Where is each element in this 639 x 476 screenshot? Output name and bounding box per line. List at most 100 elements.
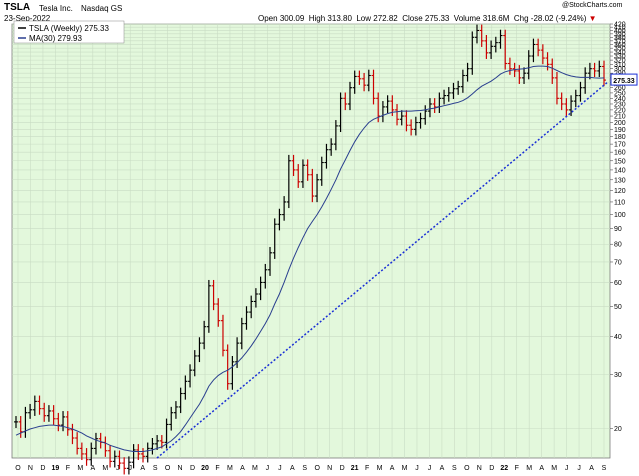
x-month-label: F <box>365 465 369 472</box>
y-tick-label: 210 <box>614 114 626 121</box>
x-year-label: 22 <box>500 465 508 472</box>
x-month-label: A <box>90 465 95 472</box>
open-label: Open <box>258 14 278 23</box>
y-tick-label: 260 <box>614 85 626 92</box>
y-tick-label: 190 <box>614 127 626 134</box>
y-tick-label: 120 <box>614 188 626 195</box>
x-month-label: D <box>190 465 195 472</box>
y-tick-label: 100 <box>614 212 626 219</box>
x-month-label: A <box>440 465 445 472</box>
y-tick-label: 240 <box>614 96 626 103</box>
x-month-label: J <box>415 465 419 472</box>
y-tick-label: 80 <box>614 242 622 249</box>
y-tick-label: 70 <box>614 259 622 266</box>
x-month-label: J <box>278 465 282 472</box>
y-tick-label: 140 <box>614 167 626 174</box>
y-tick-label: 350 <box>614 46 626 53</box>
x-month-label: O <box>15 465 21 472</box>
chg-value: -28.02 (-9.24%) <box>530 14 587 23</box>
x-month-label: J <box>128 465 132 472</box>
y-tick-label: 90 <box>614 226 622 233</box>
low-value: 272.82 <box>373 14 398 23</box>
y-tick-label: 340 <box>614 50 626 57</box>
x-month-label: N <box>28 465 33 472</box>
y-tick-label: 20 <box>614 426 622 433</box>
down-arrow-icon: ▼ <box>588 14 597 23</box>
chart-date: 23-Sep-2022 <box>4 14 51 23</box>
x-year-label: 20 <box>201 465 209 472</box>
y-tick-label: 200 <box>614 120 626 127</box>
x-month-label: O <box>464 465 470 472</box>
x-month-label: D <box>40 465 45 472</box>
y-tick-label: 230 <box>614 101 626 108</box>
x-month-label: N <box>178 465 183 472</box>
ticker-symbol: TSLA <box>4 2 31 13</box>
y-tick-label: 390 <box>614 31 626 38</box>
close-value: 275.33 <box>424 14 450 23</box>
y-tick-label: 160 <box>614 150 626 157</box>
x-year-label: 21 <box>351 465 359 472</box>
volume-label: Volume <box>453 14 481 23</box>
x-month-label: M <box>102 465 108 472</box>
x-month-label: J <box>577 465 581 472</box>
x-month-label: A <box>240 465 245 472</box>
y-tick-label: 360 <box>614 42 626 49</box>
y-tick-label: 30 <box>614 372 622 379</box>
x-month-label: F <box>66 465 70 472</box>
y-tick-label: 300 <box>614 66 626 73</box>
x-month-label: J <box>428 465 432 472</box>
price-tag-label: 275.33 <box>613 78 635 85</box>
close-label: Close <box>402 14 423 23</box>
legend-price-label: TSLA (Weekly) 275.33 <box>29 24 109 33</box>
x-month-label: S <box>452 465 457 472</box>
y-tick-label: 170 <box>614 142 626 149</box>
x-month-label: O <box>165 465 171 472</box>
legend-ma-label: MA(30) 279.93 <box>29 34 82 43</box>
y-tick-label: 370 <box>614 38 626 45</box>
y-tick-label: 410 <box>614 25 626 32</box>
x-month-label: M <box>526 465 532 472</box>
x-month-label: J <box>565 465 569 472</box>
x-month-label: M <box>377 465 383 472</box>
y-tick-label: 380 <box>614 35 626 42</box>
volume-value: 318.6M <box>482 14 510 23</box>
x-month-label: F <box>515 465 519 472</box>
x-year-label: 19 <box>52 465 60 472</box>
y-tick-label: 40 <box>614 334 622 341</box>
high-value: 313.80 <box>327 14 352 23</box>
x-month-label: M <box>227 465 233 472</box>
y-tick-label: 330 <box>614 54 626 61</box>
high-label: High <box>308 14 326 23</box>
watermark: @StockCharts.com <box>562 2 623 9</box>
y-tick-label: 220 <box>614 107 626 114</box>
x-month-label: M <box>402 465 408 472</box>
x-month-label: M <box>551 465 557 472</box>
x-month-label: M <box>252 465 258 472</box>
y-tick-label: 310 <box>614 62 626 69</box>
x-month-label: J <box>116 465 120 472</box>
y-tick-label: 250 <box>614 90 626 97</box>
x-month-label: A <box>390 465 395 472</box>
low-label: Low <box>356 14 372 23</box>
plot-area <box>11 23 611 459</box>
y-tick-label: 50 <box>614 304 622 311</box>
legend-box <box>13 20 125 44</box>
x-month-label: A <box>539 465 544 472</box>
x-month-label: A <box>140 465 145 472</box>
exchange-name: Nasdaq GS <box>81 4 123 13</box>
x-month-label: A <box>589 465 594 472</box>
ohlc-stats: Open 300.09 High 313.80 Low 272.82 Close… <box>258 14 597 23</box>
x-month-label: N <box>477 465 482 472</box>
company-name: Tesla Inc. <box>39 4 73 13</box>
trendline <box>156 82 608 459</box>
x-month-label: A <box>290 465 295 472</box>
x-month-label: O <box>315 465 321 472</box>
y-tick-label: 180 <box>614 134 626 141</box>
x-month-label: F <box>215 465 219 472</box>
x-month-label: S <box>302 465 307 472</box>
x-month-label: N <box>327 465 332 472</box>
x-month-label: D <box>340 465 345 472</box>
chg-label: Chg <box>513 14 529 23</box>
x-month-label: J <box>266 465 270 472</box>
